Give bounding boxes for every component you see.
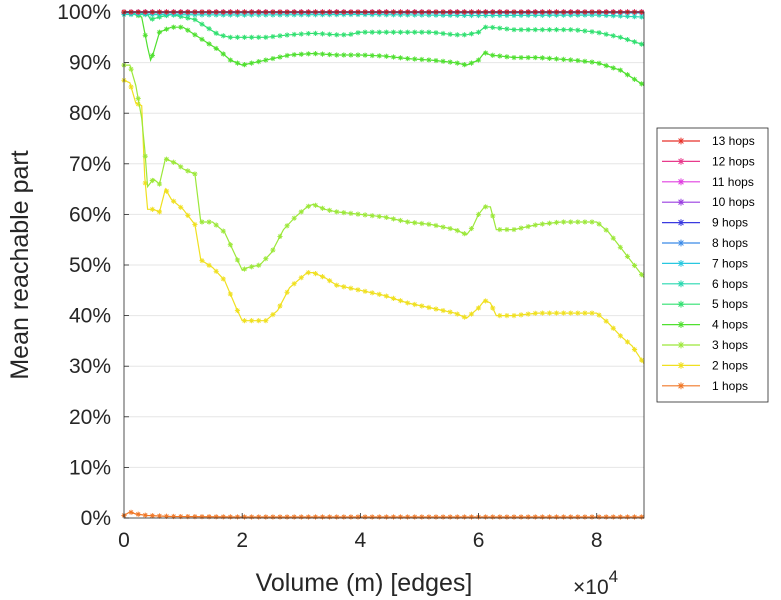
series-2-hops	[121, 77, 645, 365]
legend-marker	[677, 137, 685, 145]
x-tick-label: 2	[236, 529, 248, 552]
y-tick-label: 50%	[69, 254, 111, 277]
legend-label: 2 hops	[712, 358, 748, 372]
legend-item-5-hops: 5 hops	[662, 297, 748, 311]
legend-item-11-hops: 11 hops	[662, 175, 754, 189]
legend-item-1-hops: 1 hops	[662, 379, 748, 393]
legend-label: 12 hops	[712, 154, 755, 168]
y-axis-label: Mean reachable part	[6, 150, 34, 379]
y-tick-label: 30%	[69, 355, 111, 378]
legend-label: 6 hops	[712, 277, 748, 291]
legend-marker	[677, 280, 685, 288]
legend-marker	[677, 362, 685, 369]
legend-marker	[677, 239, 685, 247]
legend-item-4-hops: 4 hops	[662, 318, 748, 332]
legend-label: 7 hops	[712, 256, 748, 270]
x-tick-label: 6	[473, 529, 485, 552]
legend-marker	[677, 321, 685, 328]
legend-item-8-hops: 8 hops	[662, 236, 748, 250]
legend-item-3-hops: 3 hops	[662, 338, 748, 352]
x-multiplier-label: ×104	[573, 567, 618, 599]
legend-label: 3 hops	[712, 338, 748, 352]
legend-item-12-hops: 12 hops	[662, 154, 755, 168]
legend: 13 hops 12 hops 11 hops 10 hops 9 hops 8 hops…	[656, 127, 769, 403]
legend-item-2-hops: 2 hops	[662, 358, 748, 372]
y-tick-label: 0%	[81, 507, 111, 530]
legend-label: 8 hops	[712, 236, 748, 250]
legend-label: 1 hops	[712, 379, 748, 393]
grid	[124, 62, 644, 468]
x-multiplier-exponent: 4	[609, 567, 618, 586]
legend-marker	[677, 382, 685, 390]
y-tick-label: 10%	[69, 456, 111, 479]
y-tick-label: 60%	[69, 203, 111, 226]
y-tick-label: 100%	[57, 1, 111, 24]
legend-item-6-hops: 6 hops	[662, 277, 748, 291]
legend-marker	[677, 178, 685, 186]
legend-item-13-hops: 13 hops	[662, 134, 755, 148]
x-tick-label: 4	[355, 529, 367, 552]
legend-marker	[677, 198, 685, 206]
x-tick-labels: 0 2 4 6 8	[118, 513, 603, 552]
y-tick-label: 70%	[69, 153, 111, 176]
x-tick-label: 8	[591, 529, 603, 552]
y-tick-label: 90%	[69, 52, 111, 75]
legend-label: 13 hops	[712, 134, 755, 148]
legend-marker	[677, 158, 685, 165]
x-multiplier-base: ×10	[573, 576, 609, 599]
legend-label: 4 hops	[712, 318, 748, 332]
y-tick-label: 20%	[69, 406, 111, 429]
legend-label: 5 hops	[712, 297, 748, 311]
legend-marker	[677, 219, 685, 226]
legend-marker	[677, 260, 685, 267]
y-tick-label: 80%	[69, 102, 111, 125]
legend-label: 10 hops	[712, 195, 755, 209]
legend-box	[656, 127, 769, 403]
legend-label: 9 hops	[712, 216, 748, 230]
x-tick-label: 0	[118, 529, 130, 552]
y-tick-label: 40%	[69, 305, 111, 328]
legend-label: 11 hops	[712, 175, 754, 189]
y-tick-labels: 0% 10% 20% 30% 40% 50% 60% 70% 80% 90% 100%	[57, 1, 129, 530]
legend-item-10-hops: 10 hops	[662, 195, 755, 209]
legend-item-9-hops: 9 hops	[662, 216, 748, 230]
x-axis-label: Volume (m) [edges]	[256, 569, 473, 597]
legend-marker	[677, 300, 685, 308]
legend-item-7-hops: 7 hops	[662, 256, 748, 270]
legend-marker	[677, 341, 685, 349]
